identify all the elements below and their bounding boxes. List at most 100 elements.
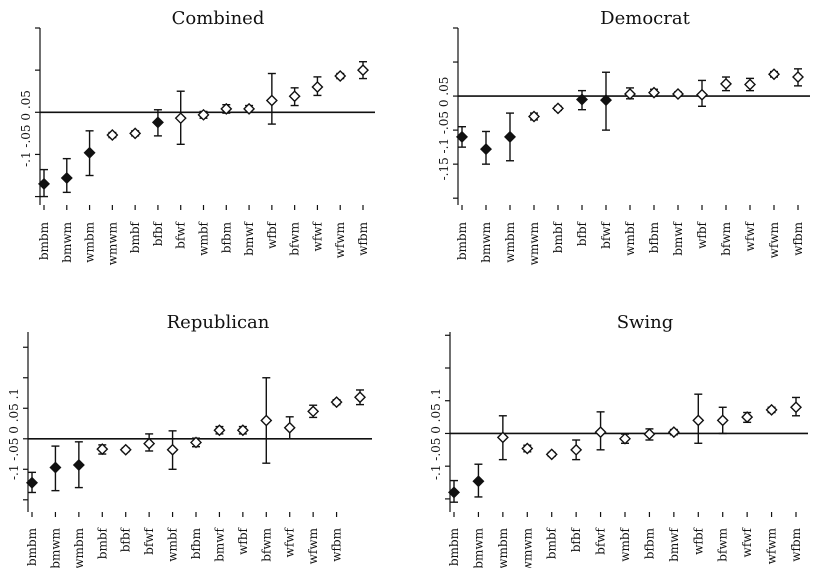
data-point: [311, 81, 324, 93]
x-tick-label: bmbm: [37, 221, 51, 260]
data-point: [643, 428, 656, 441]
x-tick-label: bfbm: [189, 527, 203, 559]
error-bar: [545, 448, 558, 461]
x-tick-label: bmwf: [667, 526, 681, 561]
error-bar: [265, 72, 278, 125]
data-point: [283, 421, 296, 434]
error-bar: [38, 168, 50, 198]
error-bar: [49, 445, 62, 492]
data-point: [768, 68, 780, 81]
panel-title: Democrat: [600, 8, 690, 29]
data-point: [594, 426, 607, 439]
x-tick-label: wfbm: [356, 221, 370, 255]
error-bar: [765, 403, 778, 416]
x-tick-label: bfbm: [647, 221, 661, 253]
data-point: [792, 71, 804, 84]
data-point: [472, 475, 485, 488]
data-point: [696, 88, 708, 101]
data-point: [72, 459, 85, 472]
data-point: [220, 102, 233, 115]
x-tick-label: wfwm: [333, 221, 347, 258]
y-tick-labels: -.1 -.05 0 .05: [19, 90, 33, 167]
error-bar: [129, 127, 142, 140]
error-bar: [792, 68, 804, 87]
x-tick-label: bfwf: [599, 220, 613, 248]
data-point: [143, 437, 156, 450]
data-point: [106, 129, 119, 142]
data-point: [334, 70, 347, 83]
x-tick-label: bmbm: [455, 221, 469, 260]
panel-title: Swing: [617, 312, 674, 333]
data-point: [354, 391, 366, 404]
error-bar: [143, 433, 156, 452]
error-bar: [96, 443, 109, 456]
data-point: [600, 94, 612, 107]
data-point: [38, 177, 50, 190]
data-point: [456, 130, 468, 143]
x-tick-label: bfwf: [594, 526, 608, 554]
error-bar: [768, 68, 780, 81]
data-point: [720, 77, 732, 90]
x-tick-label: wfwf: [283, 526, 297, 557]
error-bar: [334, 70, 347, 83]
error-bar: [504, 112, 516, 162]
data-point: [83, 146, 96, 159]
data-point: [236, 424, 249, 437]
x-tick-label: bmwf: [671, 220, 685, 255]
x-tick-label: wmwm: [520, 527, 534, 568]
x-tick-label: wfwf: [743, 220, 757, 251]
data-point: [545, 448, 558, 461]
error-bar: [354, 389, 366, 406]
x-tick-label: wfwm: [767, 221, 781, 258]
error-bar: [197, 108, 210, 121]
x-tick-label: bmbf: [545, 526, 559, 559]
error-bar: [283, 416, 296, 440]
data-point: [357, 64, 369, 77]
data-point: [765, 403, 778, 416]
data-point: [288, 90, 301, 103]
error-bar: [220, 102, 233, 115]
x-tick-label: bmbf: [95, 526, 109, 559]
data-point: [504, 130, 516, 143]
x-tick-label: bfbf: [151, 220, 165, 246]
data-point: [96, 443, 109, 456]
error-bar: [151, 109, 164, 137]
error-bar: [600, 71, 612, 131]
x-tick-label: wfwf: [310, 220, 324, 251]
error-bar: [60, 157, 73, 194]
data-point: [744, 78, 756, 91]
error-bar: [311, 76, 324, 97]
y-tick-labels: -.1 -.05 0 .05 .1: [429, 388, 443, 480]
error-bar: [648, 86, 660, 99]
x-tick-label: wfwm: [306, 527, 320, 564]
data-point: [528, 110, 540, 123]
x-tick-label: wfbf: [691, 526, 705, 554]
error-bar: [456, 126, 468, 148]
x-tick-label: bfbm: [642, 527, 656, 559]
data-point: [197, 108, 210, 121]
panel-title: Republican: [167, 312, 270, 333]
error-bar: [552, 102, 564, 115]
data-point: [49, 461, 62, 474]
data-point: [648, 86, 660, 99]
panel-title: Combined: [172, 8, 265, 29]
error-bar: [472, 463, 485, 498]
data-point: [190, 436, 202, 449]
data-point: [521, 442, 534, 455]
x-tick-label: bfwf: [174, 220, 188, 248]
error-bar: [692, 393, 705, 444]
error-bar: [594, 411, 607, 451]
error-bar: [213, 424, 226, 437]
error-bar: [521, 442, 534, 455]
data-point: [716, 414, 729, 427]
error-bar: [243, 102, 256, 115]
x-tick-label: bmwf: [212, 526, 226, 561]
data-point: [480, 143, 492, 156]
x-tick-label: wmbf: [166, 526, 180, 561]
error-bar: [496, 415, 509, 461]
error-bar: [480, 130, 492, 165]
x-tick-label: wfwf: [740, 526, 754, 557]
data-point: [330, 396, 343, 409]
